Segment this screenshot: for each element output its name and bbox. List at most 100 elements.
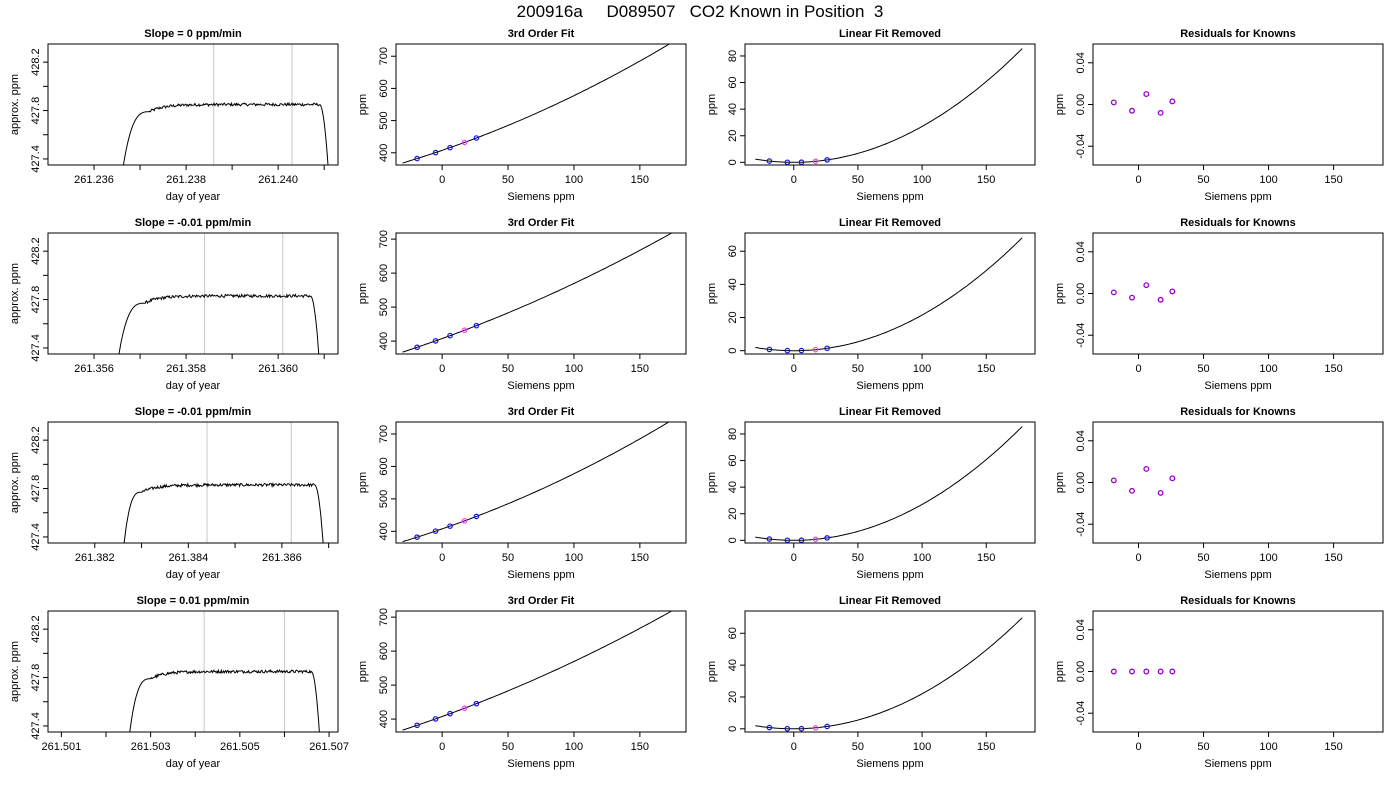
x-tick-label: 100	[913, 741, 931, 753]
fit-curve	[755, 426, 1023, 541]
panel-r1-c4: Residuals for Knowns 0 50 100 150 -0.04 0.00 0.…	[1054, 28, 1384, 203]
y-tick-label: 400	[378, 522, 390, 540]
y-axis-label: approx. ppm	[9, 263, 21, 324]
y-tick-label: 428.2	[30, 615, 42, 643]
x-tick-label: 50	[852, 741, 864, 753]
data-point	[461, 705, 468, 712]
panel-r1-c1: Slope = 0 ppm/min 261.236 261.238 261.240 42…	[9, 28, 339, 203]
plot-area	[755, 617, 1023, 732]
plot-area	[402, 611, 673, 731]
plot-frame	[744, 232, 1036, 355]
x-tick-label: 0	[439, 363, 445, 375]
x-tick-label: 50	[852, 363, 864, 375]
y-tick-label: 600	[378, 264, 390, 282]
data-point	[1129, 668, 1135, 675]
data-point	[1129, 294, 1135, 301]
y-axis-label: approx. ppm	[9, 74, 21, 135]
panel-title: Residuals for Knowns	[1180, 595, 1296, 607]
panel-r2-c2: 3rd Order Fit 0 50 100 150 400 500 600 700 Siemen…	[357, 217, 687, 392]
data-point	[1129, 487, 1135, 494]
data-point	[798, 347, 805, 354]
x-axis-label: Siemens ppm	[1204, 191, 1271, 203]
x-tick-label: 150	[977, 363, 995, 375]
x-tick-label: 0	[1135, 552, 1141, 564]
y-tick-label: 20	[727, 508, 739, 520]
y-tick-label: 0	[727, 726, 739, 732]
x-tick-label: 0	[439, 552, 445, 564]
plot-frame	[1092, 232, 1384, 355]
data-point	[447, 144, 453, 151]
panel-title: Slope = 0.01 ppm/min	[137, 595, 250, 607]
y-tick-label: -0.04	[1075, 323, 1087, 348]
y-tick-label: 600	[378, 642, 390, 660]
y-tick-label: 40	[727, 659, 739, 671]
y-tick-label: 400	[378, 332, 390, 350]
plot-area	[402, 233, 673, 353]
data-point	[1110, 289, 1117, 296]
y-tick-label: 60	[727, 245, 739, 257]
plot-frame	[47, 610, 339, 733]
plot-frame	[47, 43, 339, 166]
panel-r3-c3: Linear Fit Removed 0 50 100 150 0 20 40 60 80 Siem…	[706, 406, 1036, 581]
panel-title: 3rd Order Fit	[508, 217, 575, 229]
fit-curve	[755, 617, 1023, 730]
data-point	[1157, 296, 1164, 303]
x-tick-label: 261.505	[220, 741, 260, 753]
y-axis-label: ppm	[706, 472, 718, 493]
y-tick-label: 80	[727, 428, 739, 440]
data-point	[432, 716, 439, 722]
panel-r2-c4: Residuals for Knowns 0 50 100 150 -0.04 0.00 0.…	[1054, 217, 1384, 392]
data-point	[812, 536, 819, 543]
y-tick-label: 500	[378, 298, 390, 316]
x-tick-label: 100	[565, 741, 583, 753]
data-point	[432, 149, 439, 156]
x-axis-label: Siemens ppm	[507, 380, 574, 392]
panel-r4-c3: Linear Fit Removed 0 50 100 150 0 20 40 60 Siemen…	[706, 595, 1036, 770]
y-tick-label: 0.04	[1075, 241, 1087, 262]
x-tick-label: 50	[1197, 552, 1209, 564]
data-point	[824, 723, 830, 730]
data-point	[447, 710, 453, 717]
x-tick-label: 261.507	[309, 741, 349, 753]
x-tick-label: 100	[913, 174, 931, 186]
panel-title: Residuals for Knowns	[1180, 28, 1296, 40]
x-axis-label: day of year	[166, 380, 221, 392]
y-tick-label: 400	[378, 710, 390, 728]
panel-title: Residuals for Knowns	[1180, 406, 1296, 418]
x-axis-label: Siemens ppm	[1204, 380, 1271, 392]
data-point	[414, 344, 420, 351]
y-tick-label: 0.00	[1075, 94, 1087, 115]
fit-curve	[755, 48, 1023, 163]
x-tick-label: 100	[913, 552, 931, 564]
x-tick-label: 50	[502, 741, 514, 753]
plot-frame	[744, 43, 1036, 166]
x-axis-label: Siemens ppm	[507, 569, 574, 581]
plot-frame	[744, 421, 1036, 544]
data-trace	[118, 293, 320, 354]
x-axis-label: day of year	[166, 569, 221, 581]
x-tick-label: 0	[439, 174, 445, 186]
data-point	[414, 155, 420, 162]
x-axis-label: day of year	[166, 191, 221, 203]
x-tick-label: 150	[1324, 174, 1342, 186]
y-axis-label: ppm	[706, 94, 718, 115]
y-tick-label: 427.4	[30, 145, 42, 173]
panel-r1-c3: Linear Fit Removed 0 50 100 150 0 20 40 60 80 Siem…	[706, 28, 1036, 203]
plot-frame	[47, 421, 339, 544]
data-point	[824, 345, 830, 352]
y-axis-label: ppm	[706, 661, 718, 682]
y-axis-label: ppm	[1054, 472, 1066, 493]
x-tick-label: 0	[791, 363, 797, 375]
data-point	[784, 347, 791, 354]
data-point	[1169, 668, 1176, 675]
plot-frame	[47, 232, 339, 355]
panel-title: Linear Fit Removed	[839, 406, 941, 418]
data-point	[766, 724, 773, 731]
x-tick-label: 261.503	[131, 741, 171, 753]
fit-curve	[402, 422, 670, 543]
data-point	[784, 725, 791, 732]
y-tick-label: 700	[378, 608, 390, 626]
x-tick-label: 261.382	[75, 552, 115, 564]
data-point	[414, 722, 420, 729]
